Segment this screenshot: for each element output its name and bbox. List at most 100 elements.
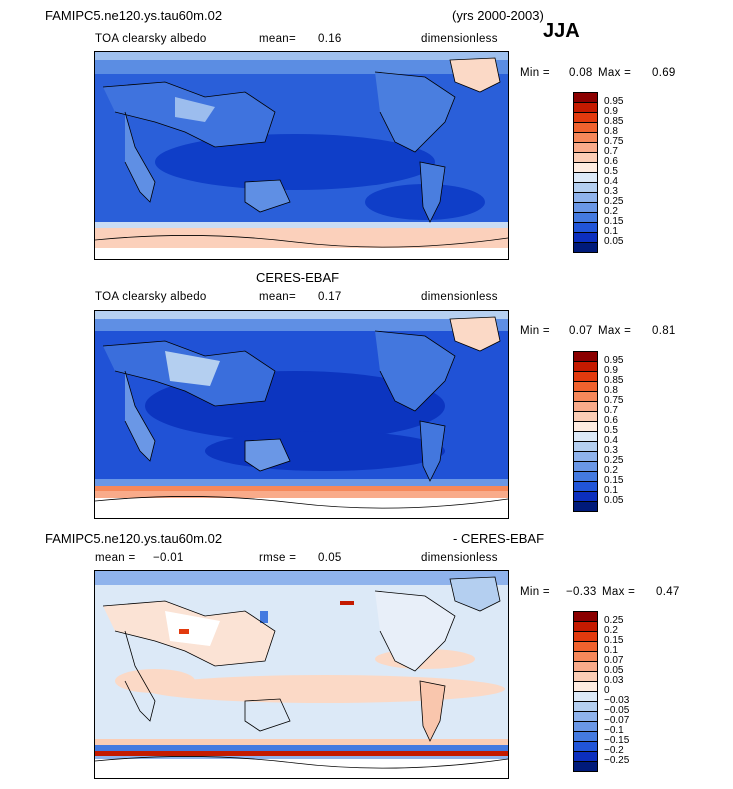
panel3-colorbar-label-4: 0.07 <box>604 655 624 666</box>
panel2-colorbar-label-2: 0.85 <box>604 375 624 386</box>
case-name: FAMIPC5.ne120.ys.tau60m.02 <box>45 8 223 23</box>
panel1-colorbar-label-6: 0.6 <box>604 156 618 167</box>
panel1-colorbar-label-1: 0.9 <box>604 106 618 117</box>
panel3-colorbar-label-0: 0.25 <box>604 615 624 626</box>
panel2-colorbar-label-0: 0.95 <box>604 355 624 366</box>
panel3-colorbar-box-8 <box>573 691 598 702</box>
panel2-colorbar-box-8 <box>573 431 598 442</box>
panel3-colorbar-box-14 <box>573 751 598 762</box>
panel2-colorbar-box-9 <box>573 441 598 452</box>
panel3-colorbar-label-7: 0 <box>604 685 610 696</box>
panel2-colorbar-label-12: 0.15 <box>604 475 624 486</box>
panel3-colorbar-box-3 <box>573 641 598 652</box>
panel3-colorbar-label-5: 0.05 <box>604 665 624 676</box>
panel2-colorbar-box-13 <box>573 481 598 492</box>
panel2-colorbar-label-8: 0.4 <box>604 435 618 446</box>
panel3-colorbar-label-6: 0.03 <box>604 675 624 686</box>
panel2-colorbar-label-6: 0.6 <box>604 415 618 426</box>
panel2-colorbar-label-14: 0.05 <box>604 495 624 506</box>
panel1-colorbar-label-2: 0.85 <box>604 116 624 127</box>
panel3-colorbar-label-13: −0.2 <box>604 745 624 756</box>
panel2-mean-value: 0.17 <box>318 291 342 303</box>
panel3-colorbar-label-10: −0.07 <box>604 715 630 726</box>
panel3-colorbar-box-13 <box>573 741 598 752</box>
panel1-colorbar-label-5: 0.7 <box>604 146 618 157</box>
panel3-map <box>94 570 509 779</box>
panel2-colorbar-label-1: 0.9 <box>604 365 618 376</box>
panel1-colorbar-label-0: 0.95 <box>604 96 624 107</box>
panel2-colorbar-box-10 <box>573 451 598 462</box>
panel2-colorbar-label-11: 0.2 <box>604 465 618 476</box>
panel2-colorbar-box-3 <box>573 381 598 392</box>
panel1-colorbar-label-13: 0.1 <box>604 226 618 237</box>
panel1-colorbar-label-12: 0.15 <box>604 216 624 227</box>
panel3-colorbar-box-4 <box>573 651 598 662</box>
panel1-max-label: Max = <box>598 67 632 79</box>
panel2-colorbar-box-2 <box>573 371 598 382</box>
panel2-units: dimensionless <box>421 291 498 303</box>
panel1-colorbar-label-8: 0.4 <box>604 176 618 187</box>
panel1-colorbar-box-14 <box>573 232 598 243</box>
panel1-colorbar-box-1 <box>573 102 598 113</box>
panel3-max-value: 0.47 <box>656 586 680 598</box>
panel1-colorbar-box-3 <box>573 122 598 133</box>
panel2-min-value: 0.07 <box>569 325 593 337</box>
panel2-colorbar-box-4 <box>573 391 598 402</box>
panel3-colorbar-label-12: −0.15 <box>604 735 630 746</box>
panel1-colorbar-label-7: 0.5 <box>604 166 618 177</box>
panel3-colorbar-label-9: −0.05 <box>604 705 630 716</box>
panel2-colorbar-box-5 <box>573 401 598 412</box>
panel2-colorbar-box-6 <box>573 411 598 422</box>
panel3-mean-value: −0.01 <box>153 552 184 564</box>
years-label: (yrs 2000-2003) <box>452 8 544 23</box>
panel2-colorbar-box-15 <box>573 501 598 512</box>
panel3-colorbar-label-2: 0.15 <box>604 635 624 646</box>
panel3-colorbar-box-12 <box>573 731 598 742</box>
panel2-variable: TOA clearsky albedo <box>95 291 207 303</box>
panel3-colorbar-box-15 <box>573 761 598 772</box>
panel2-colorbar-box-7 <box>573 421 598 432</box>
panel1-min-value: 0.08 <box>569 67 593 79</box>
panel2-max-label: Max = <box>598 325 632 337</box>
panel2-colorbar-label-10: 0.25 <box>604 455 624 466</box>
panel2-colorbar-box-14 <box>573 491 598 502</box>
panel3-colorbar-label-14: −0.25 <box>604 755 630 766</box>
panel1-colorbar-label-11: 0.2 <box>604 206 618 217</box>
panel2-colorbar-label-5: 0.7 <box>604 405 618 416</box>
panel3-colorbar-box-1 <box>573 621 598 632</box>
panel2-colorbar-label-13: 0.1 <box>604 485 618 496</box>
panel3-colorbar-box-9 <box>573 701 598 712</box>
panel1-colorbar: 0.95 0.9 0.85 0.8 0.75 0.7 0.6 0.5 0.4 0… <box>573 92 643 256</box>
panel1-mean-value: 0.16 <box>318 33 342 45</box>
panel1-colorbar-label-9: 0.3 <box>604 186 618 197</box>
panel2-min-label: Min = <box>520 325 550 337</box>
panel1-variable: TOA clearsky albedo <box>95 33 207 45</box>
panel1-map <box>94 51 509 260</box>
panel2-max-value: 0.81 <box>652 325 676 337</box>
panel3-colorbar-box-2 <box>573 631 598 642</box>
panel3-mean-label: mean = <box>95 552 136 564</box>
panel2-colorbar-box-12 <box>573 471 598 482</box>
panel2-colorbar-label-7: 0.5 <box>604 425 618 436</box>
panel3-title-right: - CERES-EBAF <box>453 531 545 546</box>
panel1-max-value: 0.69 <box>652 67 676 79</box>
panel3-rmse-value: 0.05 <box>318 552 342 564</box>
panel2-colorbar-label-3: 0.8 <box>604 385 618 396</box>
panel3-min-label: Min = <box>520 586 550 598</box>
panel1-colorbar-box-4 <box>573 132 598 143</box>
panel3-rmse-label: rmse = <box>259 552 297 564</box>
panel1-colorbar-box-15 <box>573 242 598 253</box>
panel1-colorbar-box-2 <box>573 112 598 123</box>
panel1-colorbar-label-14: 0.05 <box>604 236 624 247</box>
panel3-title-left: FAMIPC5.ne120.ys.tau60m.02 <box>45 531 223 546</box>
panel1-colorbar-label-4: 0.75 <box>604 136 624 147</box>
panel1-colorbar-label-10: 0.25 <box>604 196 624 207</box>
panel3-colorbar-box-5 <box>573 661 598 672</box>
panel2-title: CERES-EBAF <box>256 270 340 285</box>
panel3-colorbar-label-11: −0.1 <box>604 725 624 736</box>
panel2-mean-label: mean= <box>259 291 296 303</box>
panel1-colorbar-box-6 <box>573 152 598 163</box>
panel1-colorbar-label-3: 0.8 <box>604 126 618 137</box>
panel2-colorbar-label-9: 0.3 <box>604 445 618 456</box>
panel3-max-label: Max = <box>602 586 636 598</box>
